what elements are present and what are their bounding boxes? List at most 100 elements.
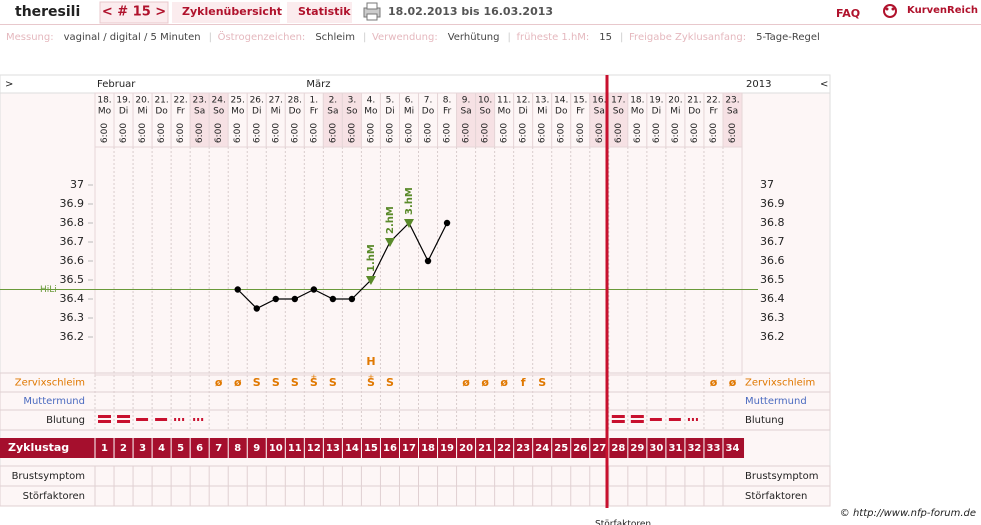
cycle-day: 23 (516, 443, 530, 454)
day-time: 6:00 (404, 123, 414, 143)
setting-value: 5-Tage-Regel (756, 32, 820, 43)
tab[interactable] (172, 2, 280, 23)
day-weekday: Di (652, 107, 661, 117)
year: 2013 (746, 79, 771, 90)
cycle-nav-box[interactable] (99, 1, 169, 24)
day-weekday: Sa (327, 107, 338, 117)
cycle-day: 24 (535, 443, 549, 454)
temperature-point (310, 286, 318, 293)
print-icon[interactable] (363, 2, 381, 21)
bleeding-light (178, 418, 181, 421)
logo: KurvenReich (907, 5, 978, 16)
bleeding-heavy (117, 415, 131, 418)
day-time: 6:00 (347, 123, 357, 143)
y-tick-label: 36.2 (60, 330, 85, 343)
temperature-point (443, 219, 451, 227)
cycle-day: 1 (101, 443, 108, 454)
cycle-day: 32 (687, 443, 701, 454)
day-weekday: Fr (576, 107, 585, 117)
cycle-day: 27 (592, 443, 606, 454)
user-name: theresili (15, 4, 80, 20)
day-date: 13. (535, 96, 549, 106)
day-date: 19. (116, 96, 130, 106)
period: 18.02.2013 bis 16.03.2013 (388, 5, 553, 18)
day-time: 6:00 (385, 123, 395, 143)
cycle-day: 11 (288, 443, 302, 454)
cycle-day-row (0, 438, 745, 458)
day-time: 6:00 (119, 123, 129, 143)
setting-label: Freigabe Zyklusanfang: (629, 32, 746, 43)
row-label: Störfaktoren (23, 491, 85, 502)
month: März (306, 79, 330, 90)
bleeding-light (174, 418, 177, 421)
day-time: 6:00 (671, 123, 681, 143)
day-weekday: Mi (137, 107, 147, 117)
tab-label[interactable]: Zyklenübersicht (182, 5, 282, 18)
setting-label: Östrogenzeichen: (218, 30, 306, 43)
day-date: 25. (231, 96, 245, 106)
cycle-nav[interactable]: < # 15 > (102, 5, 166, 20)
temperature-point (253, 305, 260, 312)
cycle-day: 2 (120, 443, 127, 454)
setting-value: Verhütung (448, 32, 500, 43)
day-time: 6:00 (309, 123, 319, 143)
nav-left[interactable]: > (5, 79, 13, 90)
cycle-day: 33 (707, 443, 721, 454)
day-time: 6:00 (233, 123, 243, 143)
y-tick-label-right: 36.7 (760, 235, 785, 248)
cycle-day: 34 (726, 443, 740, 454)
day-date: 5. (386, 96, 395, 106)
hm-label: 1.hM (366, 244, 377, 272)
cycle-day: 22 (497, 443, 511, 454)
cycle-day: 14 (345, 443, 359, 454)
cycle-day: 7 (215, 443, 222, 454)
day-date: 9. (462, 96, 471, 106)
bleeding-light (197, 418, 200, 421)
cycle-day: 10 (269, 443, 283, 454)
cycle-day: 29 (630, 443, 644, 454)
cycle-day: 18 (421, 443, 435, 454)
day-date: 18. (630, 96, 644, 106)
bleeding-light (691, 418, 694, 421)
cut-label: Störfaktoren (595, 520, 651, 525)
y-tick-label: 37 (70, 178, 84, 191)
bleeding-light (687, 418, 690, 421)
setting-label: früheste 1.hM: (516, 32, 589, 43)
cervix-symbol: ø (710, 376, 718, 389)
tab[interactable] (287, 2, 352, 23)
day-time: 6:00 (576, 123, 586, 143)
cycle-day: 8 (234, 443, 241, 454)
setting-label: Verwendung: (372, 32, 438, 43)
day-date: 22. (173, 96, 187, 106)
temperature-point (272, 295, 279, 303)
day-date: 15. (573, 96, 587, 106)
cervix-symbol: ø (234, 376, 242, 389)
row-label: Muttermund (23, 396, 85, 407)
cycle-day: 28 (611, 443, 625, 454)
day-time: 6:00 (252, 123, 262, 143)
y-tick-label: 36.3 (60, 311, 85, 324)
day-weekday: Mo (364, 107, 378, 117)
separator: | (209, 32, 212, 43)
cervix-symbol: ø (215, 376, 223, 389)
cycle-day: 9 (253, 443, 260, 454)
cycle-day: 17 (402, 443, 416, 454)
day-date: 2. (329, 96, 338, 106)
day-time: 6:00 (481, 123, 491, 143)
day-weekday: Fr (709, 107, 718, 117)
faq-link[interactable]: FAQ (836, 7, 860, 20)
day-time: 6:00 (424, 123, 434, 143)
setting-value: Schleim (315, 32, 355, 43)
tab-label[interactable]: Statistik (298, 5, 351, 18)
day-weekday: So (346, 107, 358, 117)
day-time: 6:00 (614, 123, 624, 143)
day-time: 6:00 (195, 123, 205, 143)
day-weekday: Sa (594, 107, 605, 117)
nav-right[interactable]: < (820, 79, 828, 90)
hm-label: 2.hM (385, 206, 396, 234)
y-tick-label-right: 36.9 (760, 197, 785, 210)
cervix-plus: + (310, 373, 317, 382)
day-time: 6:00 (328, 123, 338, 143)
day-date: 22. (706, 96, 720, 106)
cervix-symbol: S (253, 376, 261, 389)
